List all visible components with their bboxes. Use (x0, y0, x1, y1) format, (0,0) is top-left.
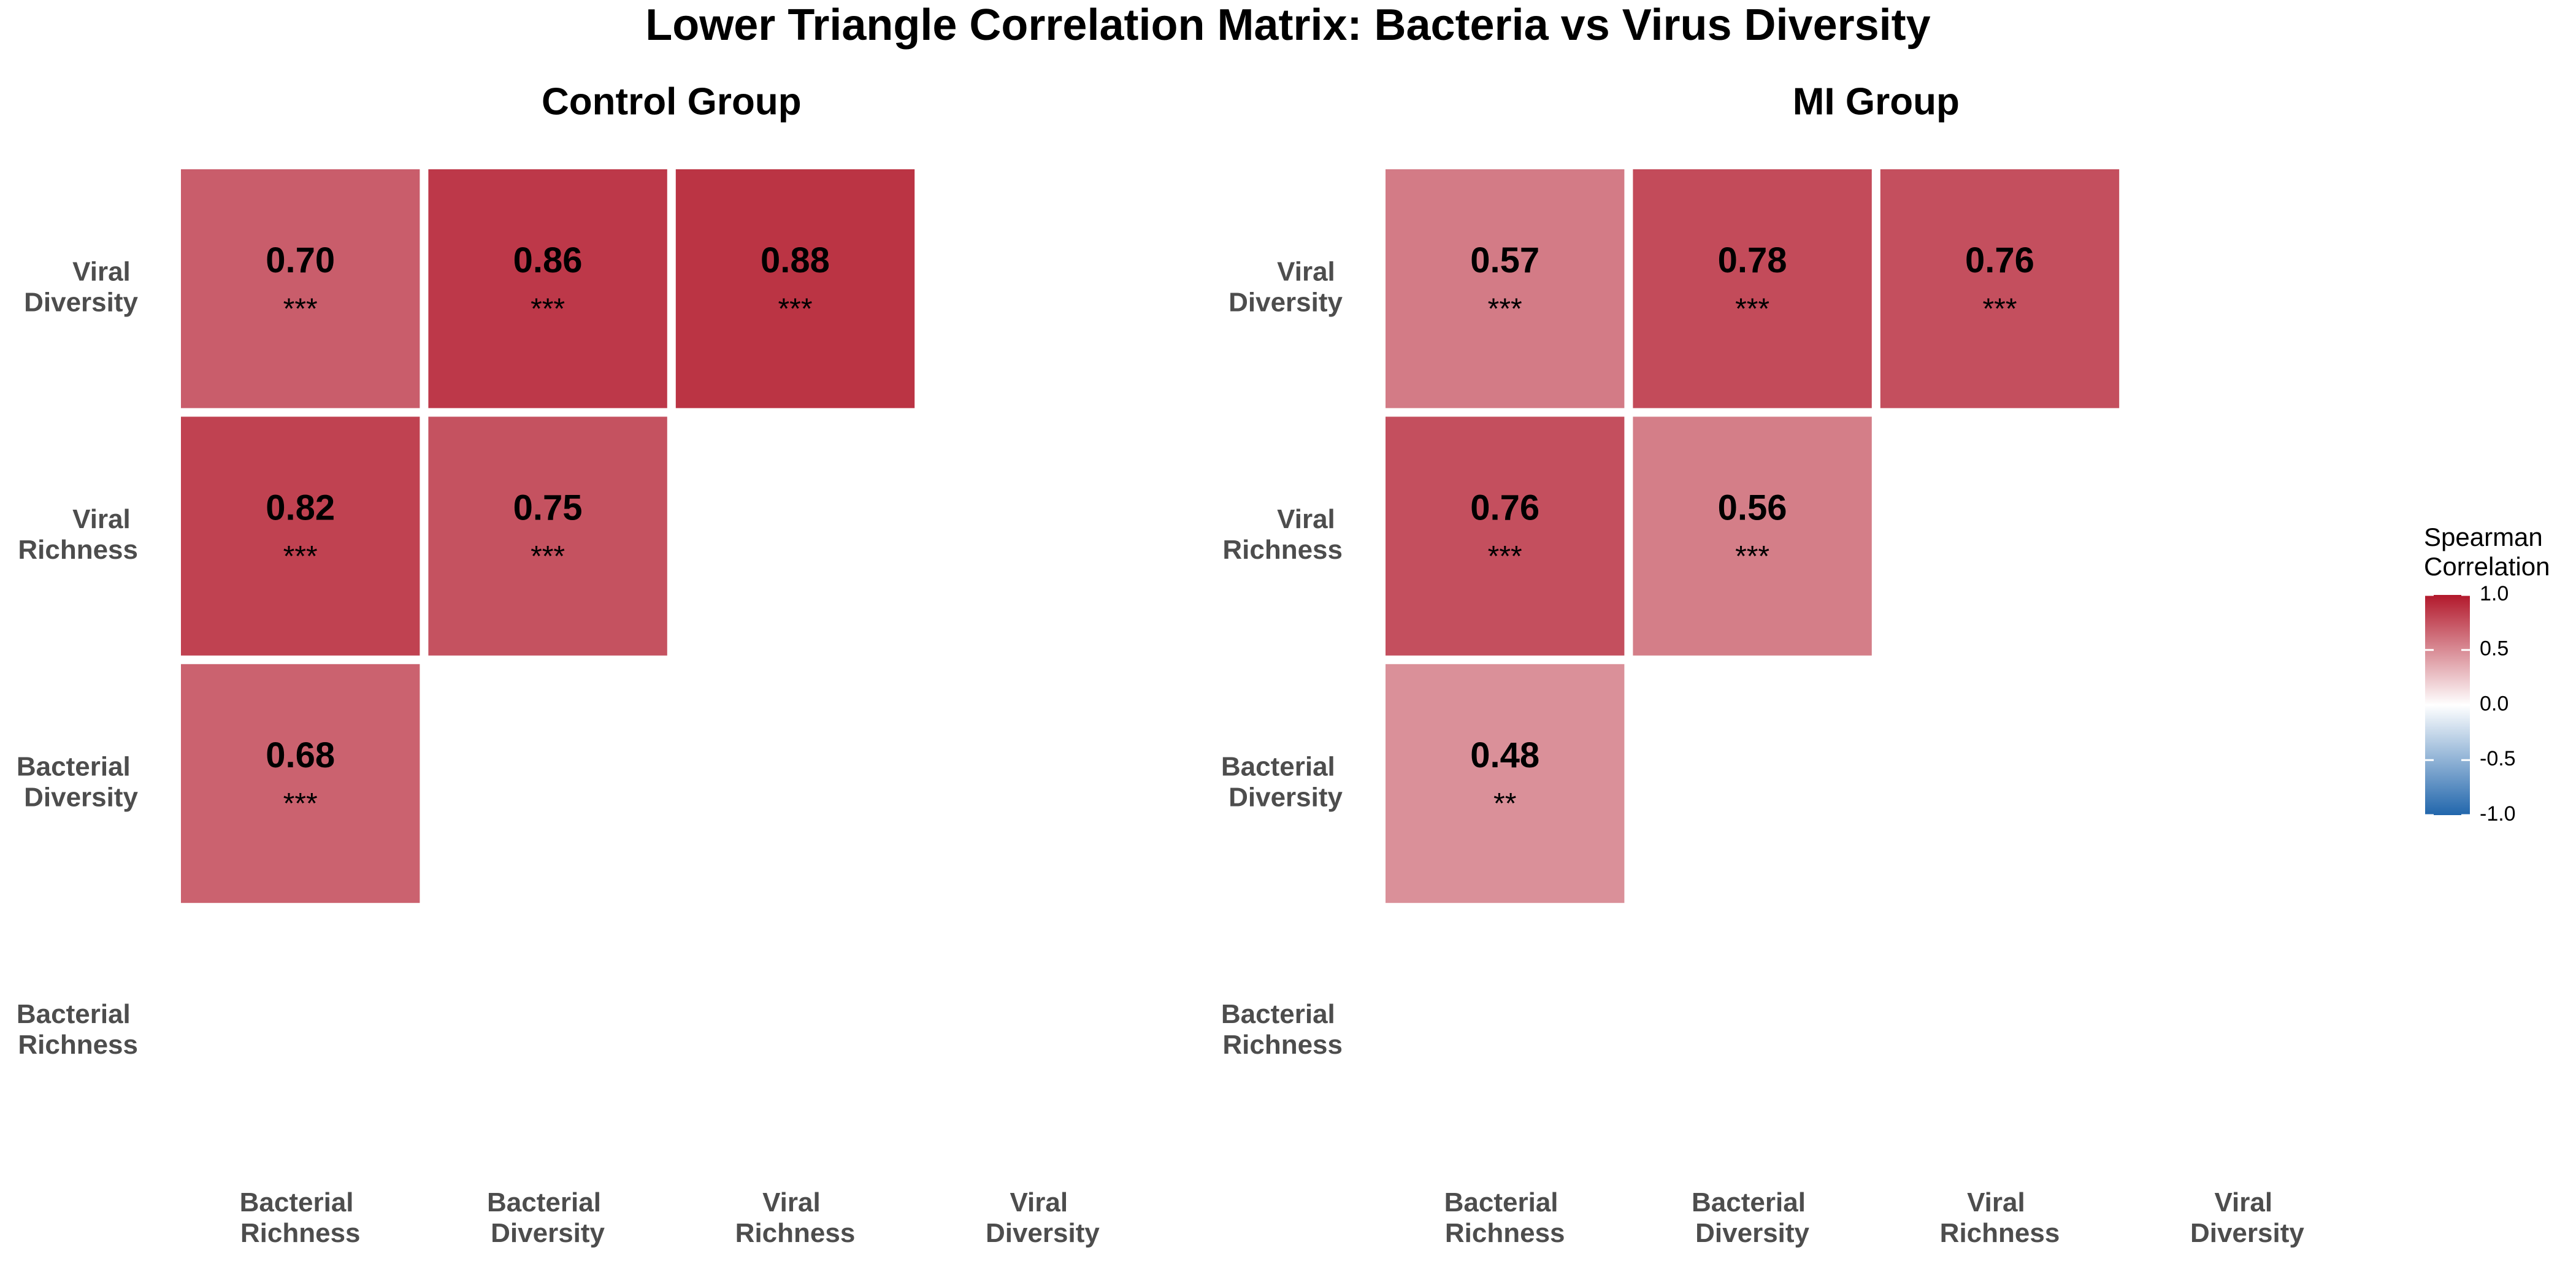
y-tick-label: Bacterial Diversity (1221, 751, 1343, 812)
cell-value-label: 0.70 (266, 240, 335, 280)
cell-value-label: 0.82 (266, 488, 335, 527)
legend-tick-label: -1.0 (2480, 802, 2516, 826)
legend-tick-label: 0.0 (2480, 692, 2509, 715)
cell-value-label: 0.57 (1470, 240, 1539, 280)
y-tick-label: Bacterial Richness (1221, 999, 1343, 1060)
heatmap-cell (1633, 416, 1872, 656)
x-tick-label: Bacterial Richness (1444, 1187, 1566, 1248)
legend-tick-label: 0.5 (2480, 637, 2509, 661)
heatmap-cell (675, 169, 915, 408)
cell-significance: *** (283, 788, 318, 820)
cell-value-label: 0.76 (1965, 240, 2034, 280)
cell-significance: *** (778, 293, 812, 325)
panel-title: MI Group (1793, 80, 1960, 123)
y-tick-label: Viral Richness (1222, 504, 1343, 565)
cell-value-label: 0.48 (1470, 735, 1539, 775)
y-tick-label: Bacterial Diversity (17, 751, 139, 812)
cell-value-label: 0.76 (1470, 488, 1539, 527)
heatmap-cell (181, 416, 420, 656)
x-tick-label: Viral Richness (735, 1187, 856, 1248)
cell-value-label: 0.68 (266, 735, 335, 775)
cell-significance: *** (1488, 540, 1522, 573)
legend-tick-label: -0.5 (2480, 747, 2516, 770)
cell-significance: *** (283, 540, 318, 573)
legend-tick-label: 1.0 (2480, 582, 2509, 605)
x-tick-label: Bacterial Diversity (487, 1187, 608, 1248)
heatmap-cell (1880, 169, 2120, 408)
cell-significance: *** (1735, 540, 1769, 573)
cell-significance: *** (283, 293, 318, 325)
cell-significance: ** (1493, 788, 1516, 820)
heatmap-cell (1386, 169, 1625, 408)
cell-value-label: 0.75 (513, 488, 583, 527)
heatmap-cell (1386, 416, 1625, 656)
cell-significance: *** (1982, 293, 2017, 325)
y-tick-label: Viral Richness (18, 504, 138, 565)
legend-title: Spearman Correlation (2424, 523, 2550, 581)
heatmap-cell (1633, 169, 1872, 408)
y-tick-label: Viral Diversity (1229, 256, 1343, 317)
heatmap-cell (428, 416, 667, 656)
cell-significance: *** (531, 293, 565, 325)
cell-value-label: 0.88 (761, 240, 830, 280)
heatmap-cell (428, 169, 667, 408)
x-tick-label: Viral Diversity (2190, 1187, 2304, 1248)
x-tick-label: Bacterial Richness (240, 1187, 361, 1248)
x-tick-label: Viral Diversity (986, 1187, 1100, 1248)
heatmap-cell (181, 169, 420, 408)
y-tick-label: Bacterial Richness (17, 999, 138, 1060)
heatmap-cell (1386, 664, 1625, 903)
cell-value-label: 0.78 (1718, 240, 1787, 280)
y-tick-label: Viral Diversity (24, 256, 138, 317)
cell-value-label: 0.86 (513, 240, 583, 280)
cell-significance: *** (531, 540, 565, 573)
cell-significance: *** (1735, 293, 1769, 325)
panel-title: Control Group (542, 80, 802, 123)
cell-significance: *** (1488, 293, 1522, 325)
chart-title: Lower Triangle Correlation Matrix: Bacte… (645, 1, 1930, 50)
heatmap-cell (181, 664, 420, 903)
cell-value-label: 0.56 (1718, 488, 1787, 527)
x-tick-label: Bacterial Diversity (1692, 1187, 1813, 1248)
x-tick-label: Viral Richness (1940, 1187, 2060, 1248)
